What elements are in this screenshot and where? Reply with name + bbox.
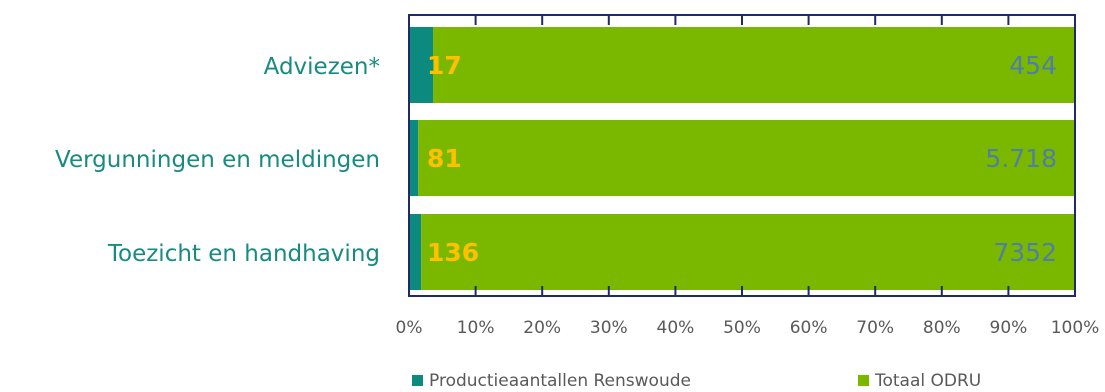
data-labels: 17 454 81 5.718 136 7352 xyxy=(427,51,1057,267)
data-label-renswoude: 17 xyxy=(427,51,462,80)
legend-label: Productieaantallen Renswoude xyxy=(429,371,691,391)
category-label: Adviezen* xyxy=(264,54,380,80)
category-labels: Adviezen* Vergunningen en meldingen Toezic… xyxy=(55,54,380,267)
x-tick-label: 10% xyxy=(457,318,495,338)
x-tick-labels: 0% 10% 20% 30% 40% 50% 60% 70% 80% 90% 100% xyxy=(396,318,1100,338)
category-label: Vergunningen en meldingen xyxy=(55,147,380,173)
legend-label: Totaal ODRU xyxy=(874,371,981,391)
data-label-renswoude: 136 xyxy=(427,238,479,267)
category-label: Toezicht en handhaving xyxy=(107,241,380,267)
bar-segment-totaal-odru xyxy=(433,27,1075,103)
plot-frame xyxy=(408,14,1076,297)
data-label-totaal-odru: 454 xyxy=(1009,51,1057,80)
data-label-totaal-odru: 5.718 xyxy=(985,144,1057,173)
data-label-totaal-odru: 7352 xyxy=(993,238,1057,267)
bar-segment-renswoude xyxy=(409,214,422,290)
bar-segment-renswoude xyxy=(409,27,434,103)
legend: Productieaantallen Renswoude Totaal ODRU xyxy=(412,371,981,391)
legend-swatch xyxy=(412,375,423,386)
bar-segment-totaal-odru xyxy=(421,214,1075,290)
x-tick-label: 20% xyxy=(523,318,561,338)
x-tick-label: 100% xyxy=(1051,318,1100,338)
x-tick-label: 80% xyxy=(923,318,961,338)
x-tick-label: 50% xyxy=(723,318,761,338)
x-tick-label: 70% xyxy=(856,318,894,338)
bar-segment-renswoude xyxy=(409,120,419,196)
x-tick-label: 0% xyxy=(396,318,423,338)
bars-layer xyxy=(409,27,1076,290)
legend-swatch xyxy=(858,375,869,386)
x-tick-label: 30% xyxy=(590,318,628,338)
x-tick-label: 90% xyxy=(990,318,1028,338)
data-label-renswoude: 81 xyxy=(427,144,462,173)
bar-segment-totaal-odru xyxy=(418,120,1076,196)
x-tick-label: 40% xyxy=(657,318,695,338)
x-tick-label: 60% xyxy=(790,318,828,338)
